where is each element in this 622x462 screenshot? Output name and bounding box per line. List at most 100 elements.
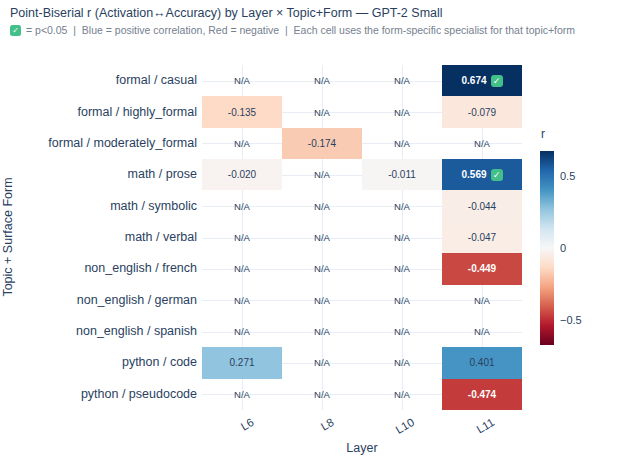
cell-na-label: N/A	[234, 389, 250, 400]
heatmap-cell[interactable]: N/A	[282, 316, 362, 347]
colorbar-tick-label: 0.5	[560, 169, 575, 183]
x-tick-label: L11	[474, 416, 496, 436]
y-tick-label: non_english / french	[84, 261, 197, 276]
heatmap-cell[interactable]: N/A	[202, 285, 282, 316]
heatmap-cell[interactable]: N/A	[202, 190, 282, 221]
heatmap-cell[interactable]: N/A	[282, 96, 362, 127]
heatmap-cell[interactable]: N/A	[282, 222, 362, 253]
colorbar: r 0.50−0.5	[540, 151, 554, 345]
heatmap-cell[interactable]: N/A	[362, 190, 442, 221]
cell-na-label: N/A	[234, 263, 250, 274]
heatmap-cell[interactable]: -0.135	[202, 96, 282, 127]
cell-na-label: N/A	[234, 232, 250, 243]
heatmap-cell[interactable]: N/A	[362, 65, 442, 96]
cell-na-label: N/A	[394, 75, 410, 86]
subtitle-text: = p<0.05 | Blue = positive correlation, …	[26, 24, 575, 36]
x-axis-title: Layer	[202, 441, 522, 455]
heatmap-cell[interactable]: N/A	[442, 128, 522, 159]
heatmap-cell[interactable]: 0.569 ✓	[442, 159, 522, 190]
heatmap-cell[interactable]: N/A	[282, 159, 362, 190]
significance-check-icon: ✓	[491, 169, 503, 181]
cell-na-label: N/A	[394, 295, 410, 306]
heatmap-cell[interactable]: N/A	[202, 316, 282, 347]
heatmap-cell[interactable]: -0.079	[442, 96, 522, 127]
heatmap-cell[interactable]: N/A	[362, 128, 442, 159]
y-tick-label: non_english / german	[77, 293, 197, 308]
heatmap-cell[interactable]: N/A	[202, 128, 282, 159]
cell-na-label: N/A	[474, 138, 490, 149]
y-tick-label: formal / moderately_formal	[48, 136, 197, 151]
heatmap-cell[interactable]: N/A	[362, 96, 442, 127]
colorbar-gradient	[540, 151, 554, 345]
heatmap-cell[interactable]: N/A	[282, 190, 362, 221]
cell-na-label: N/A	[394, 389, 410, 400]
heatmap-cell[interactable]: -0.174	[282, 128, 362, 159]
cell-na-label: N/A	[394, 232, 410, 243]
heatmap-cell[interactable]: N/A	[282, 65, 362, 96]
cell-value: 0.271	[229, 357, 254, 368]
cell-value: -0.449	[468, 263, 496, 274]
cell-na-label: N/A	[234, 326, 250, 337]
y-tick-label: python / code	[122, 355, 197, 370]
heatmap-cell[interactable]: N/A	[442, 285, 522, 316]
cell-na-label: N/A	[314, 263, 330, 274]
y-tick-label: non_english / spanish	[76, 324, 197, 339]
heatmap-cell[interactable]: N/A	[282, 379, 362, 410]
cell-value: 0.569	[461, 169, 486, 180]
heatmap-cell[interactable]: 0.674 ✓	[442, 65, 522, 96]
cell-na-label: N/A	[234, 295, 250, 306]
cell-na-label: N/A	[394, 357, 410, 368]
cell-value: -0.044	[468, 201, 496, 212]
heatmap-cell[interactable]: N/A	[202, 379, 282, 410]
cell-na-label: N/A	[394, 138, 410, 149]
cell-na-label: N/A	[234, 138, 250, 149]
cell-na-label: N/A	[234, 75, 250, 86]
cell-value: 0.674	[461, 75, 486, 86]
cell-na-label: N/A	[474, 326, 490, 337]
chart-title: Point-Biserial r (Activation↔Accuracy) b…	[10, 6, 443, 20]
heatmap-cell[interactable]: -0.047	[442, 222, 522, 253]
heatmap-cell[interactable]: N/A	[362, 347, 442, 378]
cell-value: -0.474	[468, 389, 496, 400]
cell-na-label: N/A	[314, 107, 330, 118]
significance-check-icon: ✓	[491, 75, 503, 87]
colorbar-tick-label: −0.5	[560, 313, 582, 327]
cell-na-label: N/A	[314, 326, 330, 337]
chart-subtitle: ✓ = p<0.05 | Blue = positive correlation…	[10, 24, 575, 36]
y-tick-label: math / symbolic	[110, 199, 197, 214]
cell-na-label: N/A	[394, 263, 410, 274]
cell-value: -0.020	[228, 169, 256, 180]
x-tick-label: L10	[393, 416, 416, 436]
cell-value: -0.135	[228, 107, 256, 118]
cell-na-label: N/A	[314, 357, 330, 368]
x-tick-label: L6	[239, 416, 256, 433]
y-axis-tick-labels: formal / casualformal / highly_formalfor…	[0, 65, 197, 410]
heatmap-cell[interactable]: 0.401	[442, 347, 522, 378]
cell-na-label: N/A	[394, 107, 410, 118]
heatmap-cell[interactable]: N/A	[362, 222, 442, 253]
cell-value: -0.047	[468, 232, 496, 243]
heatmap-cell[interactable]: 0.271	[202, 347, 282, 378]
heatmap-cell[interactable]: N/A	[362, 285, 442, 316]
y-tick-label: formal / highly_formal	[78, 105, 198, 120]
heatmap-cell[interactable]: N/A	[202, 65, 282, 96]
heatmap-cell[interactable]: -0.044	[442, 190, 522, 221]
colorbar-title: r	[541, 127, 545, 141]
check-icon: ✓	[10, 25, 21, 36]
heatmap-cell[interactable]: N/A	[282, 285, 362, 316]
heatmap-cell[interactable]: -0.011	[362, 159, 442, 190]
heatmap-cell[interactable]: N/A	[362, 379, 442, 410]
heatmap-cell[interactable]: N/A	[282, 253, 362, 284]
heatmap-cell[interactable]: N/A	[362, 316, 442, 347]
heatmap-cell[interactable]: -0.449	[442, 253, 522, 284]
heatmap-cell[interactable]: N/A	[202, 222, 282, 253]
heatmap-cell[interactable]: N/A	[202, 253, 282, 284]
heatmap-cell[interactable]: N/A	[282, 347, 362, 378]
cell-na-label: N/A	[314, 75, 330, 86]
heatmap-cell[interactable]: -0.020	[202, 159, 282, 190]
heatmap-plot: N/AN/AN/A0.674✓-0.135N/AN/A-0.079N/A-0.1…	[202, 65, 522, 410]
cell-na-label: N/A	[234, 201, 250, 212]
heatmap-cell[interactable]: N/A	[442, 316, 522, 347]
heatmap-cell[interactable]: -0.474	[442, 379, 522, 410]
heatmap-cell[interactable]: N/A	[362, 253, 442, 284]
